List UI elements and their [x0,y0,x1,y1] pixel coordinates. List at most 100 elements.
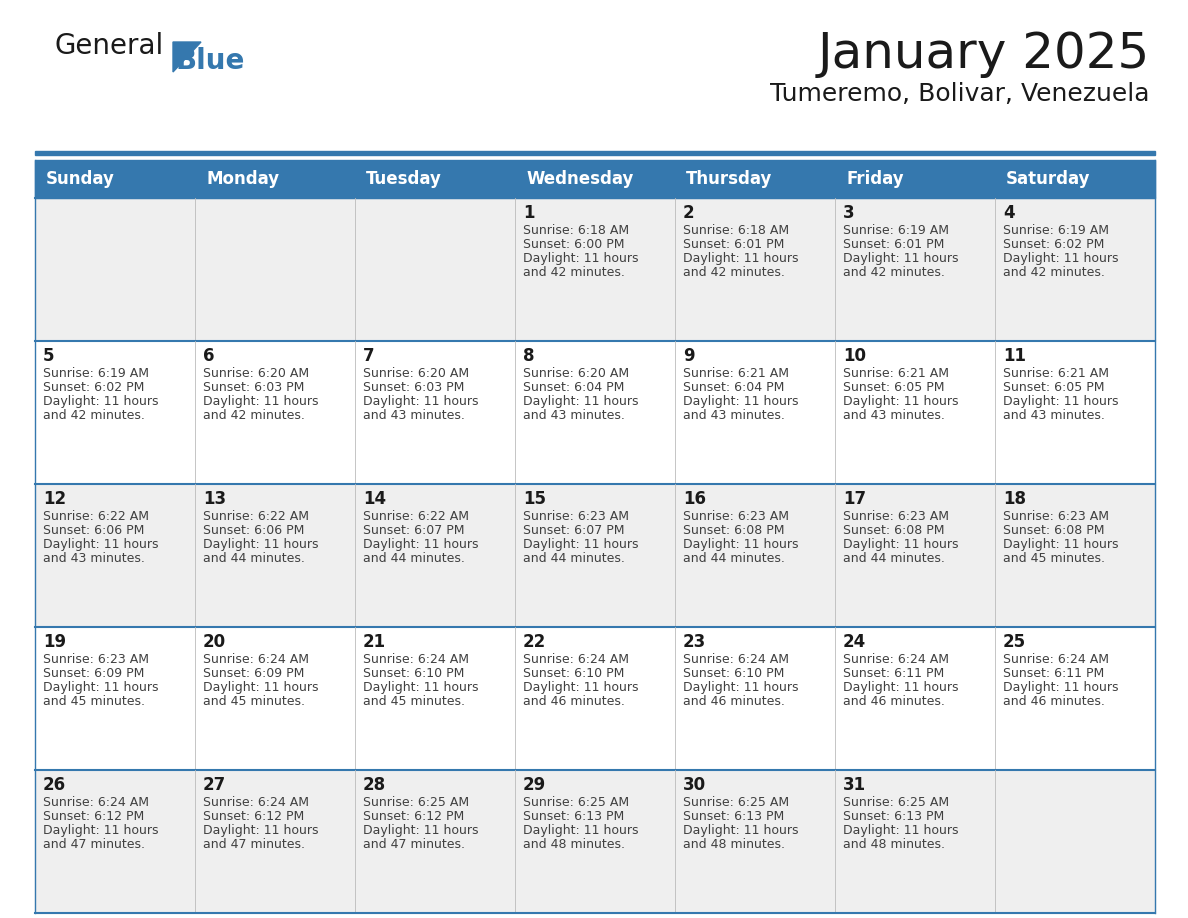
Text: and 42 minutes.: and 42 minutes. [203,409,305,422]
Text: and 48 minutes.: and 48 minutes. [843,838,944,851]
Bar [34,341,1155,484]
Text: Sunrise: 6:20 AM: Sunrise: 6:20 AM [203,367,309,380]
Text: and 42 minutes.: and 42 minutes. [1003,266,1105,279]
Text: Daylight: 11 hours: Daylight: 11 hours [203,823,318,837]
Text: and 45 minutes.: and 45 minutes. [203,695,305,708]
Text: 6: 6 [203,347,215,365]
Text: Sunrise: 6:23 AM: Sunrise: 6:23 AM [843,510,949,523]
Text: and 43 minutes.: and 43 minutes. [43,552,145,565]
Text: Sunrise: 6:23 AM: Sunrise: 6:23 AM [1003,510,1110,523]
Text: Friday: Friday [846,170,904,188]
Bar [34,198,1155,341]
Text: Daylight: 11 hours: Daylight: 11 hours [1003,681,1118,694]
Text: Daylight: 11 hours: Daylight: 11 hours [523,395,638,408]
Text: Sunset: 6:12 PM: Sunset: 6:12 PM [203,810,304,823]
Text: Sunset: 6:04 PM: Sunset: 6:04 PM [523,381,625,394]
Text: and 42 minutes.: and 42 minutes. [43,409,145,422]
Text: Sunrise: 6:24 AM: Sunrise: 6:24 AM [203,796,309,809]
Text: 11: 11 [1003,347,1026,365]
Text: Sunrise: 6:22 AM: Sunrise: 6:22 AM [43,510,148,523]
Text: Sunrise: 6:22 AM: Sunrise: 6:22 AM [364,510,469,523]
Text: 8: 8 [523,347,535,365]
Text: Sunrise: 6:25 AM: Sunrise: 6:25 AM [523,796,630,809]
Text: Sunrise: 6:20 AM: Sunrise: 6:20 AM [364,367,469,380]
Text: January 2025: January 2025 [817,30,1150,78]
Text: 1: 1 [523,204,535,222]
Text: Daylight: 11 hours: Daylight: 11 hours [364,395,479,408]
Text: and 44 minutes.: and 44 minutes. [683,552,785,565]
Text: Daylight: 11 hours: Daylight: 11 hours [43,395,158,408]
Text: and 43 minutes.: and 43 minutes. [843,409,944,422]
Text: Daylight: 11 hours: Daylight: 11 hours [43,823,158,837]
Text: Daylight: 11 hours: Daylight: 11 hours [203,395,318,408]
Text: Sunrise: 6:19 AM: Sunrise: 6:19 AM [43,367,148,380]
Text: and 42 minutes.: and 42 minutes. [843,266,944,279]
Text: Sunset: 6:01 PM: Sunset: 6:01 PM [843,238,944,251]
Text: 30: 30 [683,776,706,794]
Text: Sunset: 6:03 PM: Sunset: 6:03 PM [203,381,304,394]
Text: 15: 15 [523,490,546,508]
Text: Sunrise: 6:18 AM: Sunrise: 6:18 AM [523,224,630,237]
Text: Monday: Monday [207,170,279,188]
Text: Daylight: 11 hours: Daylight: 11 hours [683,395,798,408]
Text: 5: 5 [43,347,55,365]
Text: Daylight: 11 hours: Daylight: 11 hours [683,681,798,694]
Text: Sunday: Sunday [46,170,115,188]
Text: Daylight: 11 hours: Daylight: 11 hours [364,681,479,694]
Text: and 42 minutes.: and 42 minutes. [523,266,625,279]
Bar [34,151,1155,155]
Text: Sunset: 6:09 PM: Sunset: 6:09 PM [43,667,145,680]
Text: and 45 minutes.: and 45 minutes. [43,695,145,708]
Text: 20: 20 [203,633,226,651]
Text: 25: 25 [1003,633,1026,651]
Text: Sunset: 6:04 PM: Sunset: 6:04 PM [683,381,784,394]
Text: 28: 28 [364,776,386,794]
Text: 9: 9 [683,347,695,365]
Text: Wednesday: Wednesday [526,170,633,188]
Text: Tuesday: Tuesday [366,170,442,188]
Text: Daylight: 11 hours: Daylight: 11 hours [843,252,959,265]
Text: Daylight: 11 hours: Daylight: 11 hours [843,823,959,837]
Text: Sunrise: 6:19 AM: Sunrise: 6:19 AM [843,224,949,237]
Text: Sunset: 6:11 PM: Sunset: 6:11 PM [843,667,944,680]
Text: and 44 minutes.: and 44 minutes. [364,552,465,565]
Text: and 44 minutes.: and 44 minutes. [523,552,625,565]
Bar [34,770,1155,913]
Text: Sunset: 6:07 PM: Sunset: 6:07 PM [364,524,465,537]
Text: Sunset: 6:05 PM: Sunset: 6:05 PM [843,381,944,394]
Text: Sunset: 6:10 PM: Sunset: 6:10 PM [523,667,625,680]
Text: 3: 3 [843,204,854,222]
Text: Sunset: 6:02 PM: Sunset: 6:02 PM [43,381,145,394]
Text: and 47 minutes.: and 47 minutes. [43,838,145,851]
Text: Sunset: 6:11 PM: Sunset: 6:11 PM [1003,667,1105,680]
Text: Sunrise: 6:23 AM: Sunrise: 6:23 AM [683,510,789,523]
Text: Daylight: 11 hours: Daylight: 11 hours [843,395,959,408]
Text: Sunrise: 6:25 AM: Sunrise: 6:25 AM [683,796,789,809]
Text: Blue: Blue [175,47,245,75]
Text: and 43 minutes.: and 43 minutes. [523,409,625,422]
Text: Sunrise: 6:18 AM: Sunrise: 6:18 AM [683,224,789,237]
Text: Sunrise: 6:24 AM: Sunrise: 6:24 AM [364,653,469,666]
Text: Sunrise: 6:20 AM: Sunrise: 6:20 AM [523,367,630,380]
Text: Sunrise: 6:24 AM: Sunrise: 6:24 AM [843,653,949,666]
Text: and 44 minutes.: and 44 minutes. [203,552,305,565]
Text: Sunset: 6:13 PM: Sunset: 6:13 PM [683,810,784,823]
Text: Daylight: 11 hours: Daylight: 11 hours [43,538,158,551]
Text: 16: 16 [683,490,706,508]
Text: Saturday: Saturday [1006,170,1091,188]
Text: Daylight: 11 hours: Daylight: 11 hours [203,538,318,551]
Bar [34,160,1155,198]
Text: Sunset: 6:05 PM: Sunset: 6:05 PM [1003,381,1105,394]
Text: 26: 26 [43,776,67,794]
Text: 17: 17 [843,490,866,508]
Text: 21: 21 [364,633,386,651]
Text: Sunrise: 6:19 AM: Sunrise: 6:19 AM [1003,224,1110,237]
Text: and 46 minutes.: and 46 minutes. [523,695,625,708]
Text: and 45 minutes.: and 45 minutes. [364,695,465,708]
Text: Daylight: 11 hours: Daylight: 11 hours [523,252,638,265]
Text: Sunset: 6:03 PM: Sunset: 6:03 PM [364,381,465,394]
Text: Sunset: 6:12 PM: Sunset: 6:12 PM [43,810,144,823]
Text: Sunrise: 6:24 AM: Sunrise: 6:24 AM [683,653,789,666]
Bar [34,627,1155,770]
Text: Sunrise: 6:21 AM: Sunrise: 6:21 AM [1003,367,1110,380]
